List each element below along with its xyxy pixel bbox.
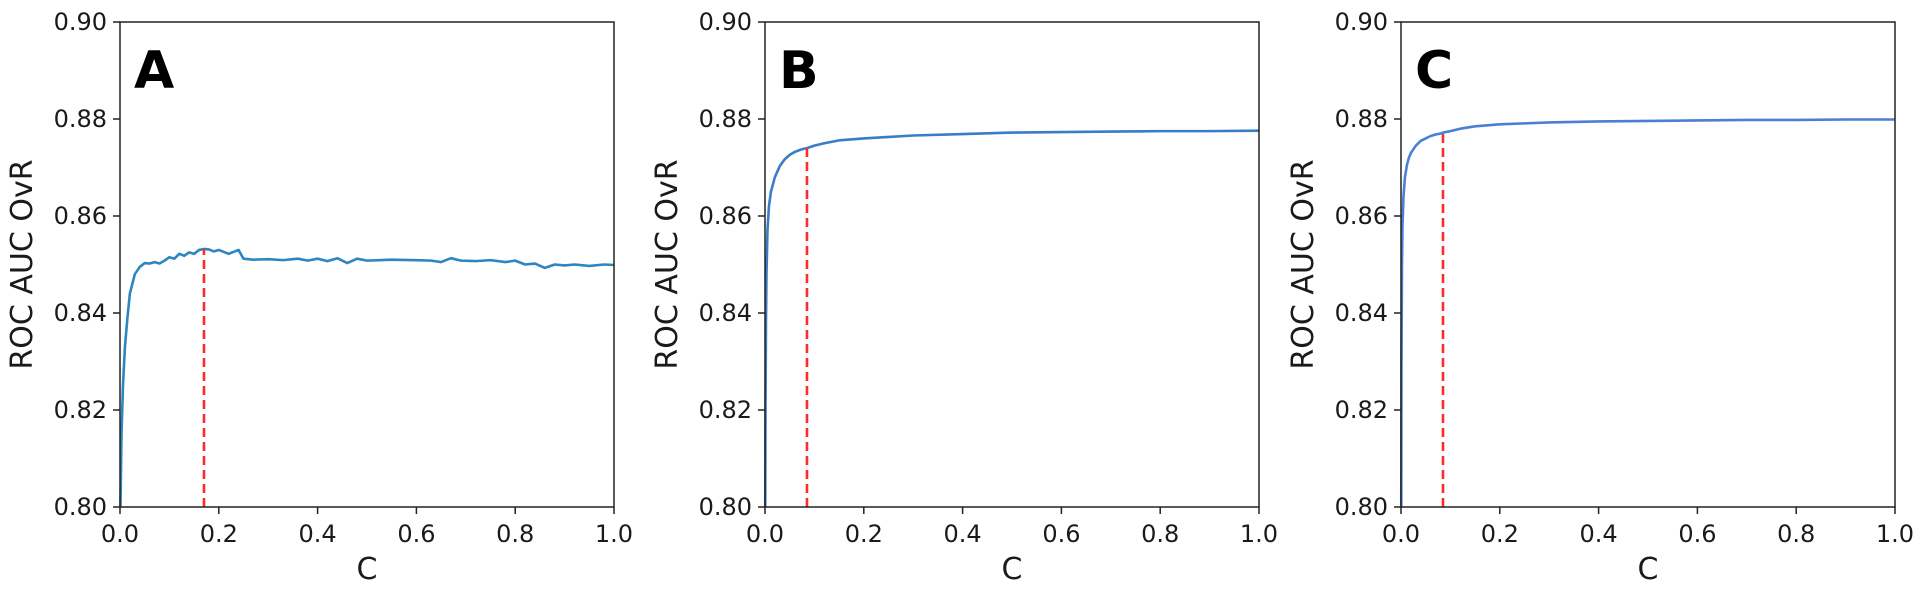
x-tick-label: 0.2 (200, 520, 238, 548)
y-tick-label: 0.84 (54, 299, 107, 327)
x-tick-label: 1.0 (1876, 520, 1914, 548)
x-axis-label: C (357, 552, 378, 587)
x-tick-label: 0.4 (944, 520, 982, 548)
panel-a: 0.0 0.2 0.4 0.6 0.8 1.0 0.80 0.82 0.84 0.86 0.88 0.… (5, 8, 633, 587)
axes-frame (764, 21, 1260, 508)
y-tick-label: 0.88 (54, 105, 107, 133)
x-tick-label: 0.6 (1042, 520, 1080, 548)
y-tick-label: 0.82 (1335, 396, 1388, 424)
x-tick-label: 0.2 (1481, 520, 1519, 548)
y-tick-label: 0.86 (699, 202, 752, 230)
axes-frame (1400, 21, 1896, 508)
series-line (119, 247, 615, 508)
y-tick-label: 0.84 (1335, 299, 1388, 327)
y-tick-label: 0.88 (699, 105, 752, 133)
x-tick-label: 0.8 (1141, 520, 1179, 548)
panel-c: 0.0 0.2 0.4 0.6 0.8 1.0 0.80 0.82 0.84 0.86 0.88 0.… (1286, 8, 1914, 587)
x-tick-label: 0.2 (845, 520, 883, 548)
x-tick-label: 1.0 (595, 520, 633, 548)
y-tick-label: 0.84 (699, 299, 752, 327)
x-tick-label: 0.4 (299, 520, 337, 548)
y-axis-label: ROC AUC OvR (650, 159, 685, 369)
y-tick-label: 0.80 (1335, 493, 1388, 521)
y-tick-label: 0.82 (54, 396, 107, 424)
x-tick-label: 0.8 (1777, 520, 1815, 548)
x-axis-label: C (1638, 552, 1659, 587)
x-tick-label: 0.6 (397, 520, 435, 548)
y-tick-label: 0.86 (1335, 202, 1388, 230)
x-tick-label: 0.8 (496, 520, 534, 548)
panel-letter: B (779, 41, 819, 101)
x-tick-label: 0.0 (1382, 520, 1420, 548)
axes-frame (119, 21, 615, 508)
panel-letter: A (134, 41, 174, 101)
x-tick-label: 0.0 (101, 520, 139, 548)
y-axis-label: ROC AUC OvR (5, 159, 40, 369)
y-tick-label: 0.82 (699, 396, 752, 424)
x-tick-label: 0.4 (1580, 520, 1618, 548)
series-line (763, 129, 1260, 508)
y-tick-label: 0.80 (699, 493, 752, 521)
x-tick-label: 0.0 (746, 520, 784, 548)
y-tick-label: 0.90 (1335, 8, 1388, 36)
x-tick-label: 0.6 (1678, 520, 1716, 548)
y-tick-label: 0.90 (699, 8, 752, 36)
series-line (1399, 118, 1895, 508)
x-tick-label: 1.0 (1240, 520, 1278, 548)
y-axis-label: ROC AUC OvR (1286, 159, 1321, 369)
y-tick-label: 0.90 (54, 8, 107, 36)
y-tick-label: 0.88 (1335, 105, 1388, 133)
panel-b: 0.0 0.2 0.4 0.6 0.8 1.0 0.80 0.82 0.84 0.86 0.88 0.… (650, 8, 1278, 587)
panel-letter: C (1415, 41, 1453, 101)
y-tick-label: 0.86 (54, 202, 107, 230)
y-tick-label: 0.80 (54, 493, 107, 521)
x-axis-label: C (1002, 552, 1023, 587)
